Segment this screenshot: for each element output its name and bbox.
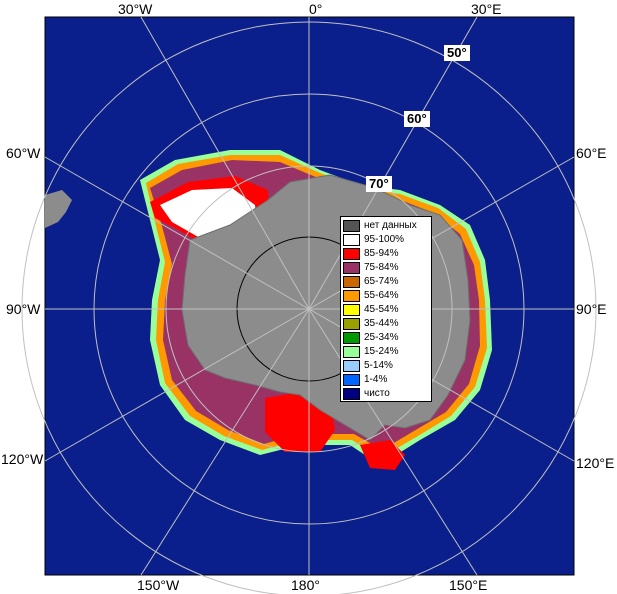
lon-label-top-30w: 30°W	[118, 1, 153, 17]
legend-label: 45-54%	[364, 304, 399, 315]
legend-label: 5-14%	[364, 360, 393, 371]
legend-swatch	[343, 276, 360, 288]
lon-label-bottom-180: 180°	[291, 577, 320, 593]
lon-label-left-120w: 120°W	[1, 451, 44, 467]
legend-label: 95-100%	[364, 234, 405, 245]
legend-label: 65-74%	[364, 276, 399, 287]
legend-label: 15-24%	[364, 346, 399, 357]
legend-swatch	[343, 262, 360, 274]
south-america-fragment	[45, 190, 72, 228]
legend-label: нет данных	[364, 220, 417, 231]
legend-label: 85-94%	[364, 248, 399, 259]
lon-label-left-60w: 60°W	[6, 145, 41, 161]
legend-swatch	[343, 374, 360, 386]
lon-label-right-120e: 120°E	[576, 455, 615, 471]
legend-swatch	[343, 360, 360, 372]
lon-label-top-0: 0°	[309, 1, 323, 17]
lon-label-right-90e: 90°E	[576, 301, 607, 317]
lat-label-60: 60°	[404, 111, 430, 127]
legend-label: 1-4%	[364, 374, 388, 385]
legend: нет данных 95-100% 85-94% 75-84% 65-74% 55-64…	[340, 216, 432, 402]
lon-label-bottom-150w: 150°W	[137, 577, 180, 593]
lat-label-70: 70°	[366, 176, 392, 192]
legend-swatch	[343, 318, 360, 330]
legend-label: 35-44%	[364, 318, 399, 329]
lon-label-bottom-150e: 150°E	[449, 577, 488, 593]
legend-swatch	[343, 304, 360, 316]
legend-swatch	[343, 220, 360, 232]
legend-label: 55-64%	[364, 290, 399, 301]
legend-label: 75-84%	[364, 262, 399, 273]
legend-swatch	[343, 290, 360, 302]
lat-label-50: 50°	[444, 45, 470, 61]
lon-label-left-90w: 90°W	[6, 301, 41, 317]
legend-label: чисто	[364, 388, 390, 399]
lon-label-top-30e: 30°E	[471, 1, 502, 17]
legend-swatch	[343, 234, 360, 246]
legend-swatch	[343, 248, 360, 260]
graticule	[21, 16, 597, 594]
ice-red-southeast	[360, 440, 405, 470]
legend-label: 25-34%	[364, 332, 399, 343]
legend-swatch	[343, 388, 360, 400]
legend-swatch	[343, 332, 360, 344]
legend-swatch	[343, 346, 360, 358]
lon-label-right-60e: 60°E	[576, 145, 607, 161]
